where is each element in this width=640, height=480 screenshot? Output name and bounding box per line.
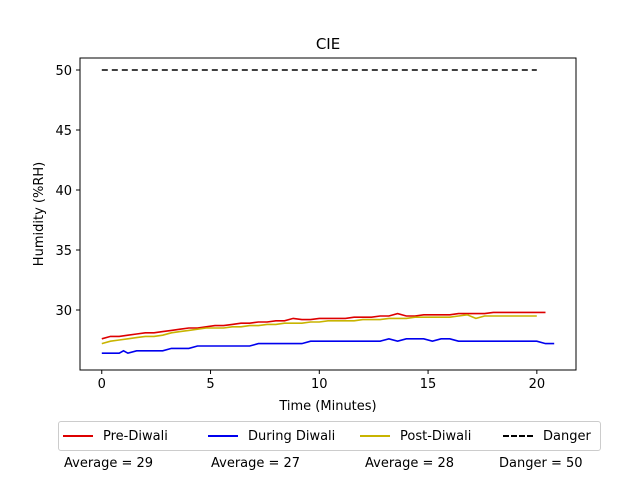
x-tick-label: 20	[529, 377, 546, 392]
legend-label: Pre-Diwali	[103, 428, 168, 444]
x-axis-label: Time (Minutes)	[278, 399, 376, 414]
chart-title: CIE	[316, 35, 340, 53]
y-tick-label: 30	[55, 304, 72, 319]
legend: Pre-Diwali During Diwali Post-Diwali Dan…	[58, 421, 601, 451]
legend-swatch-during-diwali	[208, 435, 238, 437]
series-line-post-diwali	[101, 313, 537, 345]
y-tick-label: 40	[55, 184, 72, 199]
legend-item-during-diwali: During Diwali	[208, 422, 335, 450]
series-line-during-diwali	[101, 337, 555, 355]
y-tick-label: 50	[55, 64, 72, 79]
y-axis-label: Humidity (%RH)	[32, 162, 47, 266]
series-line-pre-diwali	[101, 311, 546, 340]
legend-swatch-danger	[503, 435, 533, 437]
y-axis-ticks: 30 35 40 45 50	[55, 64, 80, 319]
legend-item-danger: Danger	[503, 422, 591, 450]
legend-label: Post-Diwali	[400, 428, 472, 444]
plot-lines	[101, 69, 555, 355]
legend-swatch-post-diwali	[360, 435, 390, 437]
y-tick-label: 35	[55, 244, 72, 259]
average-during-diwali: Average = 27	[211, 456, 301, 471]
legend-label: Danger	[543, 428, 591, 444]
legend-label: During Diwali	[248, 428, 336, 444]
legend-swatch-pre-diwali	[63, 435, 93, 437]
x-tick-label: 10	[311, 377, 328, 392]
average-pre-diwali: Average = 29	[64, 456, 154, 471]
danger-threshold: Danger = 50	[499, 456, 583, 471]
legend-item-post-diwali: Post-Diwali	[360, 422, 471, 450]
x-tick-label: 15	[420, 377, 437, 392]
x-axis-ticks: 0 5 10 15 20	[98, 370, 546, 392]
legend-item-pre-diwali: Pre-Diwali	[63, 422, 168, 450]
x-tick-label: 5	[206, 377, 214, 392]
x-tick-label: 0	[98, 377, 106, 392]
average-post-diwali: Average = 28	[365, 456, 455, 471]
chart: CIE 0 5 10 15 20 30 35 40 45 50 Time (Minutes) H…	[32, 35, 577, 414]
y-tick-label: 45	[55, 124, 72, 139]
plot-frame	[79, 57, 577, 371]
